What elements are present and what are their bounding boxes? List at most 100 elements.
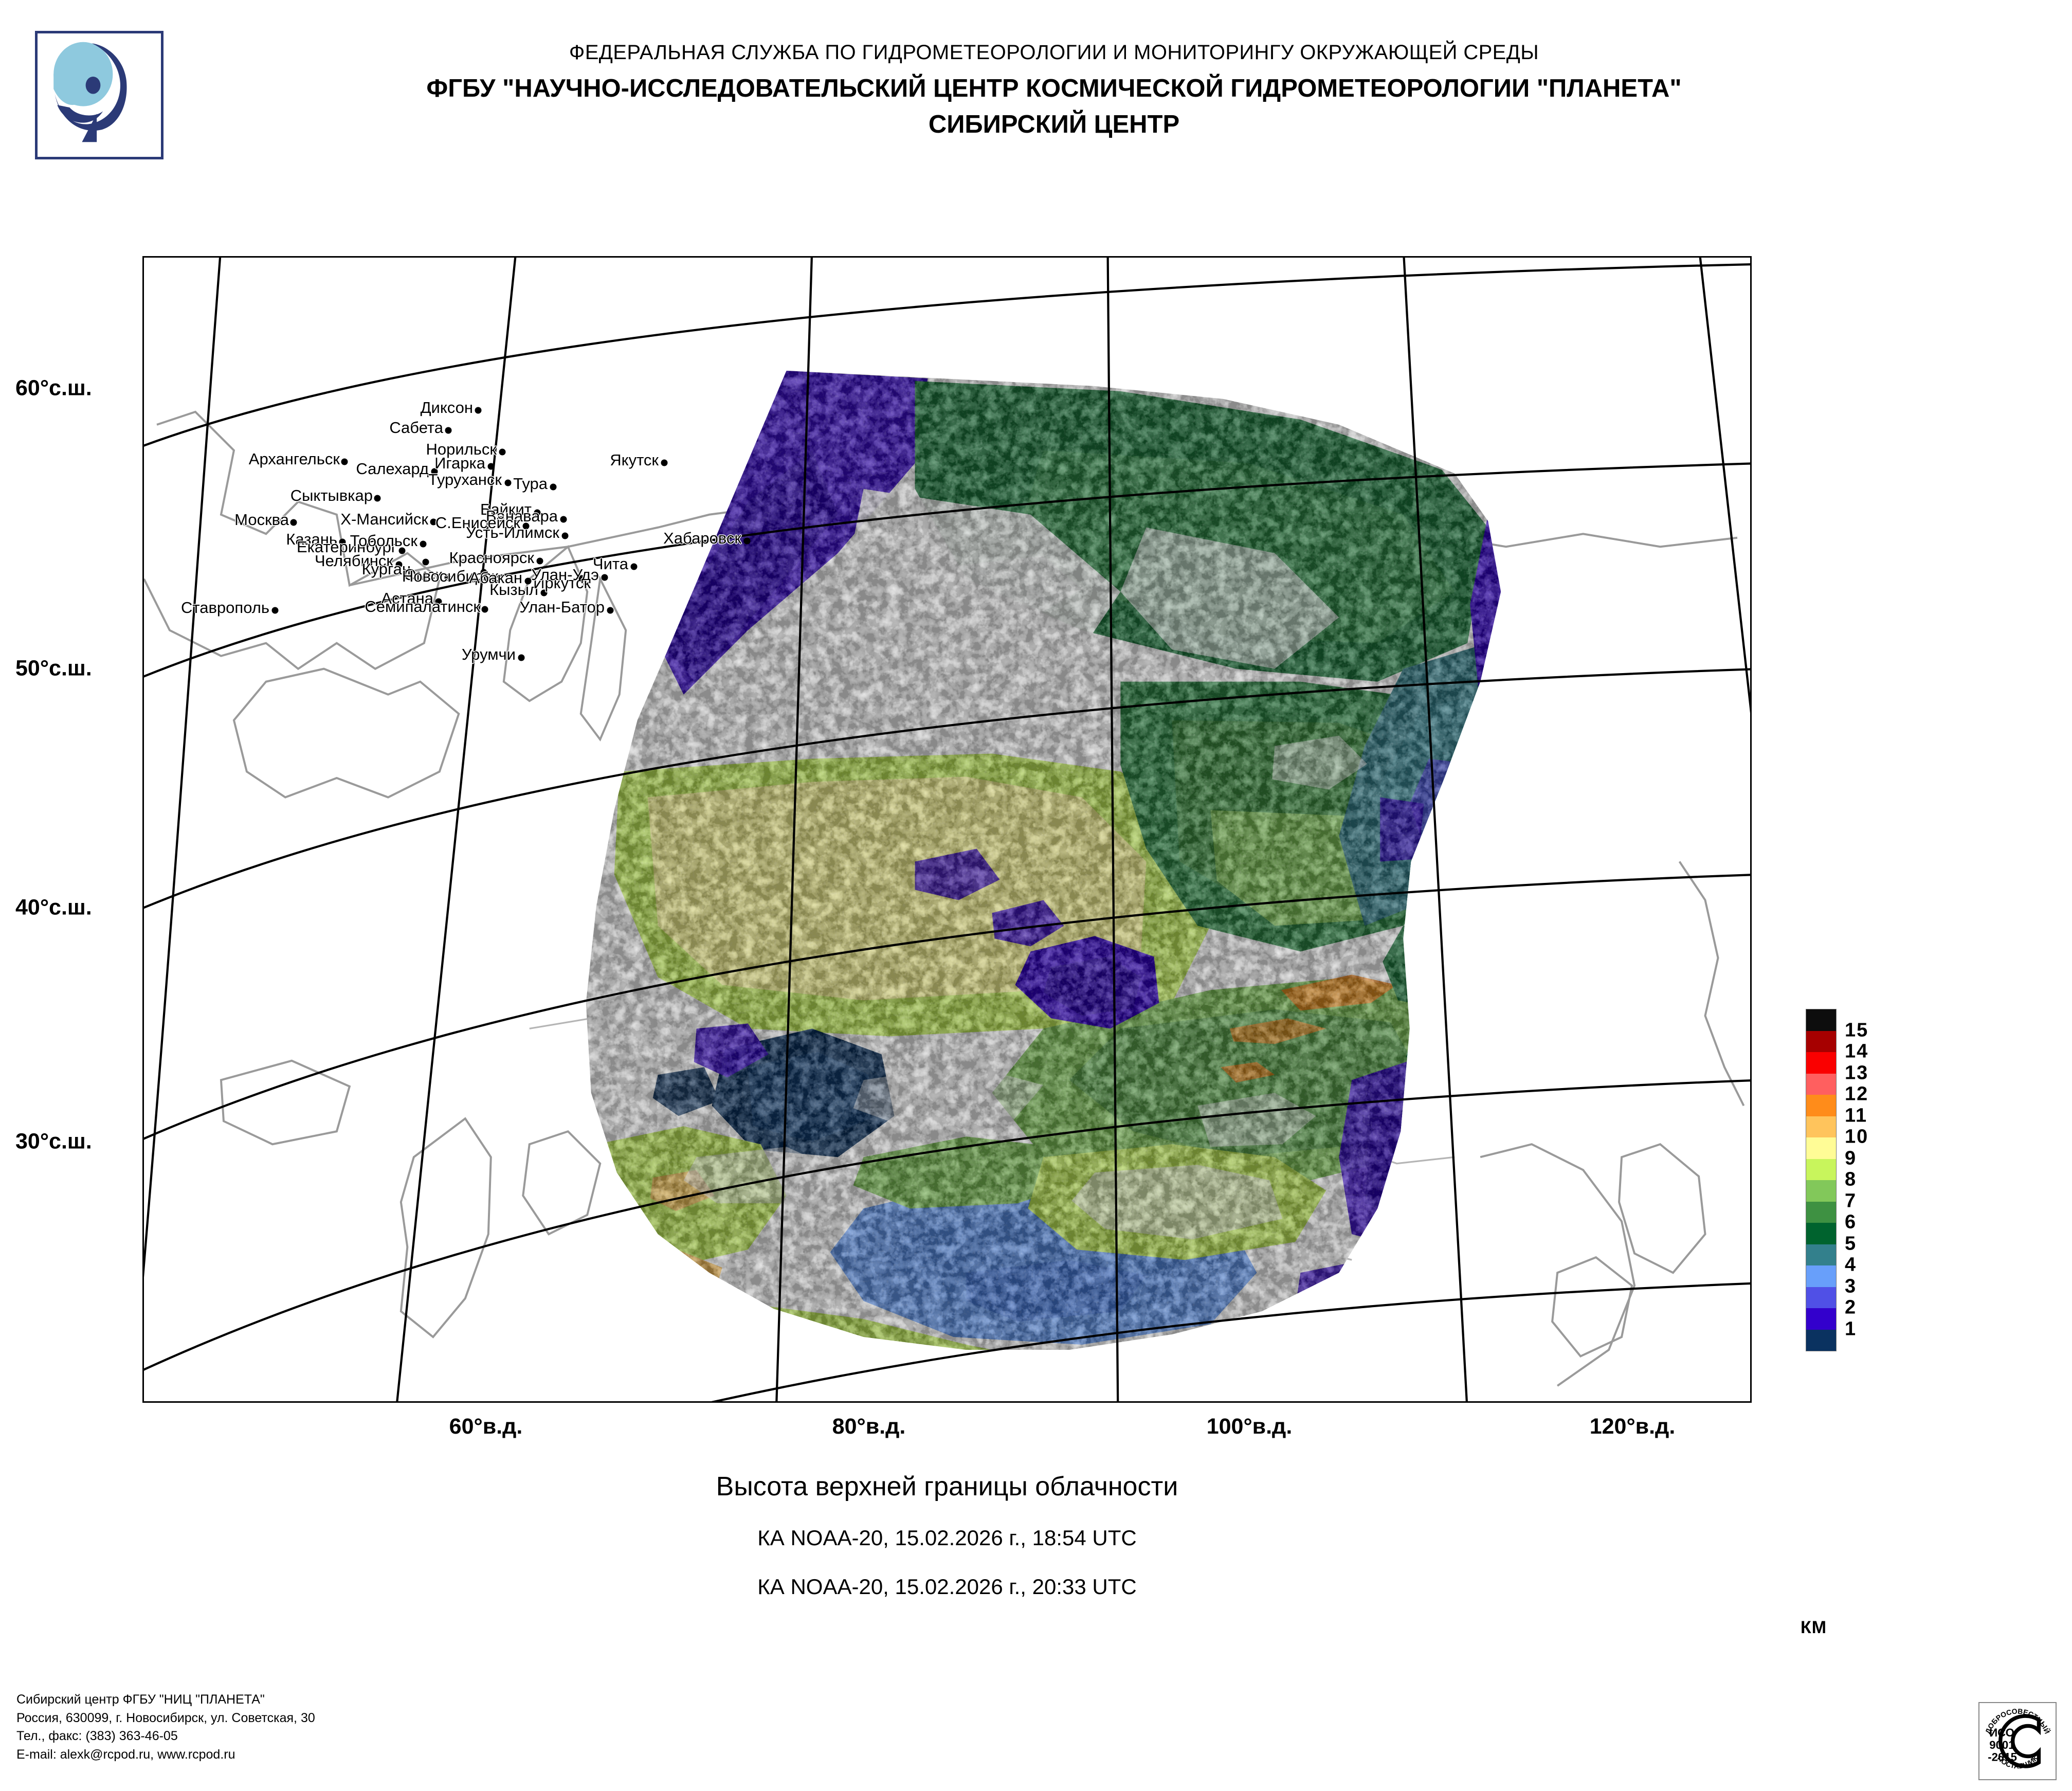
city-label: Ставрополь [180,599,269,617]
iso-line-2: 9001 [1989,1739,2014,1751]
city-label: Усть-Илимск [466,523,559,541]
city-marker-dot [420,540,427,548]
footer-line-3: Тел., факс: (383) 363-46-05 [16,1729,178,1743]
colorbar-band-4 [1806,1244,1836,1265]
city-marker-dot [374,495,381,502]
city-marker-dot [630,563,638,570]
colorbar-tick-9: 9 [1845,1147,1857,1169]
city-marker-dot [339,538,346,546]
colorbar-tick-15: 15 [1845,1019,1869,1041]
city-label: Екатеринбург [296,538,397,556]
colorbar-band-10 [1806,1116,1836,1137]
longitude-tick-label: 120°в.д. [1589,1414,1676,1439]
colorbar-band-9 [1806,1137,1836,1159]
city-label: Тобольск [350,532,417,550]
city-label: Байкит [480,500,532,518]
city-marker-dot [445,427,452,434]
longitude-tick-label: 60°в.д. [449,1414,523,1439]
colorbar-strip[interactable] [1806,1009,1837,1351]
city-label: Диксон [420,399,473,417]
city-marker-dot [499,448,506,456]
city-label: Улан-Батор [519,598,605,616]
city-label: С.Енисейск [435,514,520,532]
cloud-top-height-raster [586,370,1501,1350]
city-label: Норильск [426,440,497,458]
city-marker-dot [561,532,569,539]
colorbar-band-7 [1806,1180,1836,1202]
latitude-tick-label: 50°с.ш. [15,656,92,681]
city-marker-dot [271,607,279,614]
institute-line: ФГБУ "НАУЧНО-ИССЛЕДОВАТЕЛЬСКИЙ ЦЕНТР КОС… [426,75,1682,102]
colorbar-tick-7: 7 [1845,1190,1857,1211]
city-label: Туруханск [428,471,502,489]
colorbar-tick-2: 2 [1845,1296,1857,1318]
city-marker-dot [341,458,348,465]
city-marker-dot [435,598,442,605]
city-marker-dot [743,537,751,545]
colorbar-tick-11: 11 [1845,1105,1868,1126]
satellite-pass-line-2: КА NOAA-20, 15.02.2026 г., 20:33 UTC [757,1574,1137,1599]
colorbar-tick-10: 10 [1845,1126,1869,1148]
city-label: Красноярск [449,549,535,567]
city-label: Архангельск [248,450,340,468]
city-label: Чита [592,555,628,573]
city-marker-dot [550,483,557,491]
center-line: СИБИРСКИЙ ЦЕНТР [928,111,1180,139]
city-marker-dot [524,577,532,585]
colorbar-band-6 [1806,1201,1836,1223]
city-label: Челябинск [314,552,393,570]
planeta-logo [35,31,163,159]
map-title: Высота верхней границы облачности [716,1472,1178,1501]
city-label: Омск [404,566,443,584]
city-marker-dot [518,654,525,661]
city-marker-dot [430,518,437,526]
city-label: Урумчи [461,645,516,663]
city-label: Кызыл [489,581,538,599]
colorbar-band-1 [1806,1308,1836,1330]
city-marker-dot [487,463,495,470]
caption-block: Высота верхней границы облачности КА NOA… [142,1471,1752,1600]
colorbar-band-12 [1806,1073,1836,1095]
latitude-tick-label: 60°с.ш. [15,375,92,401]
colorbar-legend[interactable]: 15 14 13 12 11 10 9 8 7 6 5 4 3 2 1 [1806,1009,2022,1351]
city-label: Курган [361,560,411,578]
city-marker-dot [504,479,512,486]
colorbar-tick-8: 8 [1845,1168,1857,1190]
footer-line-2: Россия, 630099, г. Новосибирск, ул. Сове… [16,1710,315,1725]
city-label: Сыктывкар [290,486,373,504]
colorbar-tick-4: 4 [1845,1254,1857,1276]
colorbar-band-13 [1806,1052,1836,1074]
colorbar-band-8 [1806,1159,1836,1180]
footer-line-1: Сибирский центр ФГБУ "НИЦ "ПЛАНЕТА" [16,1692,265,1707]
footer-contact-block: Сибирский центр ФГБУ "НИЦ "ПЛАНЕТА" Росс… [16,1691,315,1764]
iso-9001-badge: ДОБРОСОВЕСТНЫЙ ПОСТАВЩИК ИСО 9001 -2015 [1978,1702,2057,1780]
city-label: Хабаровск [663,529,741,547]
city-label: Астана [381,589,433,607]
organization-line: ФЕДЕРАЛЬНАЯ СЛУЖБА ПО ГИДРОМЕТЕОРОЛОГИИ … [569,41,1539,64]
city-label: Абакан [469,569,522,587]
city-marker-dot [560,516,567,523]
city-marker-dot [534,509,541,516]
longitude-tick-label: 100°в.д. [1206,1414,1293,1439]
city-marker-dot [578,575,586,582]
city-marker-dot [398,547,406,554]
city-label: Х-Мансийск [340,510,428,528]
colorbar-tick-12: 12 [1845,1083,1869,1105]
city-marker-dot [290,519,297,526]
colorbar-band-2 [1806,1287,1836,1308]
city-marker-dot [607,607,614,614]
city-marker-dot [540,589,548,596]
colorbar-band-15 [1806,1009,1836,1031]
colorbar-tick-5: 5 [1845,1233,1857,1254]
colorbar-band-14 [1806,1030,1836,1052]
city-marker-dot [661,459,668,466]
colorbar-tick-1: 1 [1845,1318,1857,1340]
colorbar-band-5 [1806,1223,1836,1244]
city-marker-dot [422,558,429,566]
city-label: Улан-Удэ [531,566,599,584]
map-canvas[interactable]: Архангельск Сыктывкар Москва Казань Екатерин… [142,256,1752,1403]
iso-line-3: -2015 [1988,1750,2017,1763]
city-label: Ванавара [485,507,558,525]
city-label: Сабета [389,419,443,437]
